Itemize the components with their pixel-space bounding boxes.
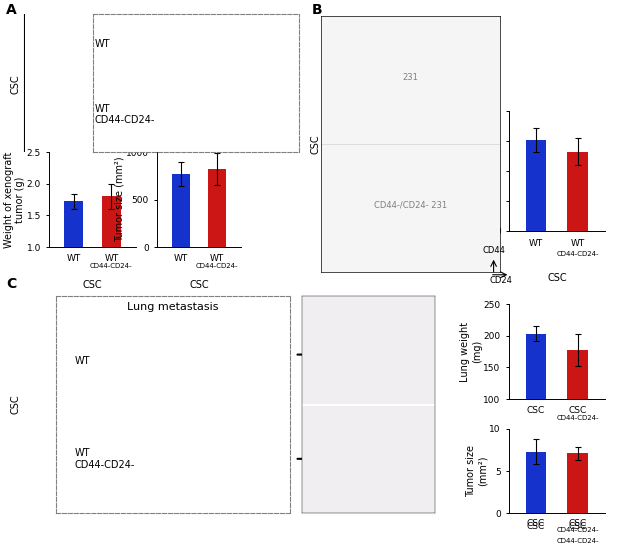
Bar: [172, 174, 190, 247]
Bar: [102, 197, 121, 311]
Text: B: B: [312, 3, 322, 17]
Text: CSC: CSC: [527, 519, 545, 528]
Y-axis label: Tumor size (mm²): Tumor size (mm²): [115, 157, 125, 242]
Y-axis label: Lung weight
(mg): Lung weight (mg): [460, 321, 482, 382]
Y-axis label: Tumor size
(mm²): Tumor size (mm²): [466, 445, 488, 497]
Text: CD24: CD24: [489, 276, 512, 286]
Text: WT: WT: [174, 254, 188, 263]
Bar: [208, 169, 226, 247]
Y-axis label: % of CSC: % of CSC: [478, 149, 488, 193]
Text: CSC: CSC: [568, 521, 587, 531]
Text: CD44-CD24-: CD44-CD24-: [557, 539, 599, 543]
Text: CD44-CD24-: CD44-CD24-: [90, 263, 133, 269]
Text: WT: WT: [74, 356, 90, 366]
Text: CD44-CD24-: CD44-CD24-: [196, 263, 238, 269]
Text: A: A: [6, 3, 17, 17]
Text: WT: WT: [104, 254, 118, 263]
Text: CSC: CSC: [568, 406, 587, 415]
Text: 231: 231: [402, 73, 418, 82]
Bar: [567, 151, 588, 231]
Text: WT: WT: [571, 239, 585, 248]
Text: CSC: CSC: [10, 74, 20, 94]
Text: WT: WT: [210, 254, 224, 263]
Text: CSC: CSC: [547, 273, 566, 282]
Text: CD44: CD44: [482, 246, 505, 255]
Text: CD44-CD24-: CD44-CD24-: [557, 251, 599, 257]
Bar: [526, 334, 547, 463]
Text: CSC: CSC: [10, 395, 20, 414]
Bar: [567, 453, 588, 513]
Text: CD44-CD24-: CD44-CD24-: [557, 527, 599, 533]
Text: CD44-/CD24- 231: CD44-/CD24- 231: [374, 201, 447, 210]
Text: C: C: [6, 277, 17, 291]
Y-axis label: Weight of xenograft
tumor (g): Weight of xenograft tumor (g): [4, 151, 25, 248]
Text: WT
CD44-CD24-: WT CD44-CD24-: [94, 104, 155, 125]
Text: CSC: CSC: [527, 406, 545, 415]
Bar: [526, 452, 547, 513]
Text: WT: WT: [529, 239, 543, 248]
Bar: [526, 140, 547, 231]
Text: Lung metastasis: Lung metastasis: [127, 302, 218, 312]
Text: CSC: CSC: [311, 134, 321, 154]
Text: CSC: CSC: [189, 280, 209, 291]
Text: CSC: CSC: [527, 521, 545, 531]
Text: WT: WT: [94, 39, 110, 49]
Text: CSC: CSC: [568, 519, 587, 528]
Text: CSC: CSC: [83, 280, 102, 291]
Text: WT: WT: [67, 254, 81, 263]
Bar: [64, 201, 83, 311]
Bar: [567, 350, 588, 463]
Text: CD44-CD24-: CD44-CD24-: [557, 415, 599, 421]
Text: WT
CD44-CD24-: WT CD44-CD24-: [74, 448, 135, 470]
